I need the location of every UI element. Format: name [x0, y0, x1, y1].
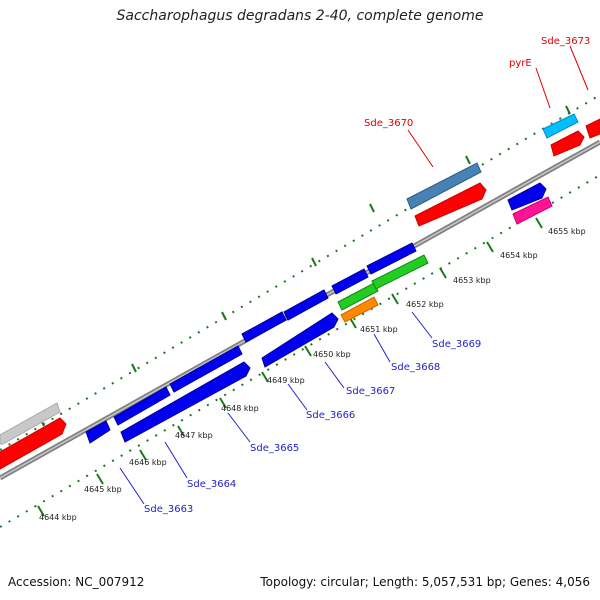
gene-blue-right[interactable] — [507, 182, 547, 211]
genome-summary-text: Topology: circular; Length: 5,057,531 bp… — [260, 575, 590, 589]
gene-blue-long[interactable] — [261, 312, 339, 368]
gene-blue-long[interactable] — [120, 361, 251, 443]
gene-label-sde-3666[interactable]: Sde_3666 — [306, 410, 355, 421]
gene-label-sde-3664[interactable]: Sde_3664 — [187, 479, 236, 490]
gene-blue[interactable] — [241, 311, 287, 343]
gene-blue[interactable] — [113, 386, 171, 426]
gene-label-sde-3663[interactable]: Sde_3663 — [144, 504, 193, 515]
gene-sde-3670[interactable] — [406, 162, 482, 210]
gene-blue[interactable] — [331, 268, 369, 295]
tick-label: 4649 kbp — [267, 376, 305, 385]
bottom-label-leaders — [119, 311, 433, 505]
gene-green[interactable] — [337, 282, 379, 311]
tick-label: 4655 kbp — [548, 227, 586, 236]
gene-red-right[interactable] — [550, 130, 585, 157]
gene-label-sde-3673[interactable]: Sde_3673 — [541, 36, 590, 47]
tick-label: 4652 kbp — [406, 300, 444, 309]
gene-label-sde-3670[interactable]: Sde_3670 — [364, 118, 413, 129]
tick-label: 4650 kbp — [313, 350, 351, 359]
tick-label: 4644 kbp — [39, 513, 77, 522]
tick-label: 4648 kbp — [221, 404, 259, 413]
gene-label-pyrE[interactable]: pyrE — [509, 58, 532, 69]
gene-blue[interactable] — [169, 345, 243, 393]
forward-genes — [0, 113, 600, 470]
outer-major-ticks — [39, 105, 571, 427]
gene-label-sde-3667[interactable]: Sde_3667 — [346, 386, 395, 397]
tick-label: 4653 kbp — [453, 276, 491, 285]
bottom-gene-labels: Sde_3663 Sde_3664 Sde_3665 Sde_3666 Sde_… — [144, 339, 481, 515]
tick-label: 4651 kbp — [360, 325, 398, 334]
gene-red-mid[interactable] — [414, 182, 487, 227]
map-title: Saccharophagus degradans 2-40, complete … — [116, 8, 484, 24]
gene-blue[interactable] — [366, 242, 417, 275]
tick-label: 4647 kbp — [175, 431, 213, 440]
top-label-leaders — [407, 45, 589, 168]
gene-label-sde-3665[interactable]: Sde_3665 — [250, 443, 299, 454]
major-ticks — [37, 217, 543, 517]
gene-label-sde-3669[interactable]: Sde_3669 — [432, 339, 481, 350]
outer-tick-track — [0, 94, 600, 451]
gene-green[interactable] — [371, 254, 429, 290]
tick-label: 4646 kbp — [129, 458, 167, 467]
tick-label: 4645 kbp — [84, 485, 122, 494]
gene-orange[interactable] — [340, 296, 379, 323]
gene-red-left[interactable] — [0, 417, 67, 470]
reverse-genes — [85, 182, 553, 444]
gene-label-sde-3668[interactable]: Sde_3668 — [391, 362, 440, 373]
gene-gray[interactable] — [0, 402, 61, 445]
top-gene-labels: Sde_3670 pyrE Sde_3673 — [364, 36, 590, 129]
gene-blue[interactable] — [283, 289, 329, 321]
accession-text: Accession: NC_007912 — [8, 575, 145, 589]
inner-tick-track — [0, 174, 600, 528]
gene-sde-3673[interactable] — [585, 118, 600, 139]
gene-pyrE[interactable] — [542, 113, 579, 139]
tick-label: 4654 kbp — [500, 251, 538, 260]
kbp-labels: 4644 kbp 4645 kbp 4646 kbp 4647 kbp 4648… — [39, 227, 586, 522]
gene-blue-small[interactable] — [85, 420, 111, 444]
gene-pink[interactable] — [512, 196, 553, 225]
